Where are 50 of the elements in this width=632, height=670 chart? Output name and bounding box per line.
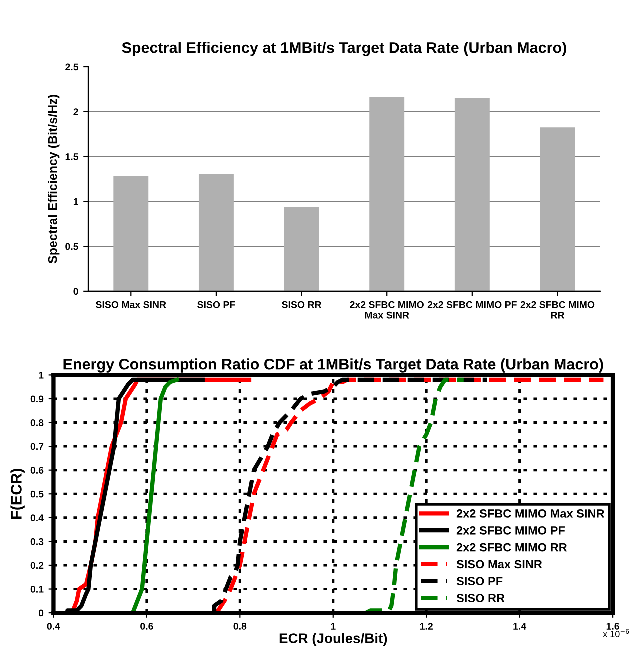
x-tick-label: 1.2 — [420, 623, 433, 630]
line-series — [130, 378, 180, 614]
x-tick-label: 2x2 SFBC MIMO RR — [520, 301, 595, 319]
y-tick-label: 1.5 — [66, 154, 78, 160]
legend-label: 2x2 SFBC MIMO RR — [456, 543, 568, 552]
legend-label: SISO Max SINR — [456, 560, 542, 569]
bar — [370, 97, 405, 292]
x-tick-label: 1.4 — [514, 623, 527, 630]
y-tick-label: 0.7 — [30, 443, 44, 450]
y-tick-label: 0.3 — [30, 538, 44, 546]
x-tick-label: SISO Max SINR — [96, 301, 166, 308]
x-tick-label: SISO RR — [282, 301, 322, 308]
x-tick-label: 1 — [331, 623, 336, 630]
y-tick-label: 0.4 — [30, 514, 44, 522]
y-tick-label: 1 — [39, 372, 44, 379]
text: x 10$^{−6}$ — [603, 629, 630, 638]
x-axis-title: ECR (Joules/Bit) — [280, 633, 388, 646]
line-series — [214, 378, 606, 614]
y-tick-label: 1 — [74, 198, 78, 206]
y-tick-label: 0.2 — [30, 562, 44, 570]
legend-label: 2x2 SFBC MIMO PF — [456, 526, 565, 535]
chart-title: Energy Consumption Ratio CDF at 1MBit/s Target Data Rate (Urban Macro) — [64, 358, 604, 373]
y-tick-label: 0.8 — [30, 420, 44, 426]
y-tick-label: 0.9 — [30, 396, 44, 403]
legend-label: SISO RR — [456, 594, 505, 602]
y-tick-label: 0.5 — [66, 243, 78, 250]
x-tick-label: 0.6 — [140, 623, 154, 630]
y-tick-label: 0.1 — [30, 586, 44, 593]
x-tick-label: 0.8 — [234, 623, 247, 630]
x-tick-label: 2x2 SFBC MIMO Max SINR — [350, 301, 424, 319]
chart-title: Spectral Efficiency at 1MBit/s Target Data Rate (Urban Macro) — [122, 42, 566, 56]
x-tick-label: SISO PF — [198, 301, 236, 308]
y-tick-label: 0.5 — [30, 490, 44, 498]
x-tick-label: 2x2 SFBC MIMO PF — [428, 301, 517, 308]
y-tick-label: 2.5 — [66, 64, 78, 71]
y-tick-label: 0 — [38, 610, 44, 617]
y-tick-label: 0.6 — [30, 467, 44, 474]
bar — [284, 208, 320, 292]
y-tick-label: 2 — [74, 108, 78, 116]
bar — [114, 176, 149, 292]
y-tick-label: 0 — [74, 288, 78, 296]
x-tick-label: 0.4 — [47, 623, 60, 630]
y-axis-title: Spectral Efficiency (Bit/s/Hz) — [48, 95, 60, 264]
bar — [540, 128, 576, 292]
bar — [454, 98, 490, 292]
legend-label: 2x2 SFBC MIMO Max SINR — [456, 510, 605, 518]
bar — [198, 174, 234, 292]
legend-label: SISO PF — [456, 577, 503, 586]
x-tick-label: 1.6 — [606, 623, 620, 630]
y-axis-title: F(ECR) — [10, 469, 25, 519]
